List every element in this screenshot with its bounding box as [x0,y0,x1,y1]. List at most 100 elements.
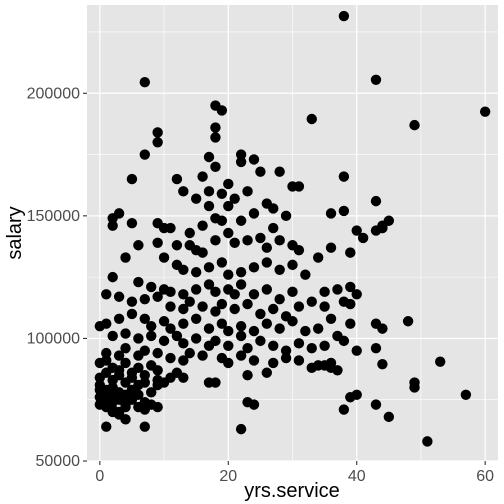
data-point [107,330,118,342]
data-point [255,232,266,244]
x-tick-label: 60 [476,468,494,485]
data-point [248,355,260,366]
data-point [325,242,337,253]
data-point [293,301,305,312]
y-tick-label: 200000 [27,85,80,102]
data-point [351,389,362,401]
data-point [223,227,234,239]
data-point [210,122,221,133]
data-point [402,316,414,327]
data-point [133,389,144,401]
data-point [210,132,221,143]
data-point [113,350,125,361]
data-point [223,340,234,351]
data-point [306,113,317,125]
data-point [306,362,317,374]
data-point [146,320,157,332]
data-point [229,303,240,315]
data-point [152,237,163,249]
data-point [139,345,150,356]
data-point [152,291,163,302]
data-point [325,313,337,325]
data-points [94,10,491,447]
data-point [338,10,350,22]
data-point [178,264,189,275]
data-point [152,127,163,138]
data-point [287,286,298,298]
data-point [216,298,228,310]
data-point [139,313,150,325]
data-point [120,328,131,339]
data-point [235,267,247,278]
x-axis-title: yrs.service [244,480,340,502]
data-point [235,423,247,435]
data-point [223,200,234,212]
data-point [242,186,253,197]
data-point [171,173,183,185]
data-point [190,313,202,325]
data-point [409,119,420,131]
data-point [113,291,125,302]
data-point [332,284,343,295]
data-point [113,394,125,405]
data-point [120,401,131,413]
data-point [210,335,221,347]
data-point [338,171,350,182]
data-point [242,369,253,381]
data-point [235,215,247,226]
data-point [383,411,395,423]
data-point [210,306,221,317]
data-point [190,333,202,344]
data-point [152,379,163,391]
data-point [126,173,138,185]
y-tick-label: 50000 [36,453,81,470]
data-point [126,217,138,229]
data-point [268,303,279,315]
data-point [357,232,369,244]
data-point [370,225,382,236]
data-point [126,296,138,307]
y-axis-title: salary [4,206,26,259]
data-point [139,369,150,381]
data-point [158,252,170,263]
data-point [280,345,292,356]
data-point [178,186,189,197]
data-point [178,289,189,300]
data-point [235,149,247,160]
data-point [203,151,215,163]
data-point [139,77,150,88]
data-point [107,271,118,283]
data-point [178,318,189,329]
data-point [165,352,176,364]
data-point [216,318,228,329]
data-point [261,284,273,295]
data-point [229,237,240,249]
data-point [223,269,234,280]
data-point [197,220,208,231]
data-point [293,355,305,366]
data-point [268,222,279,234]
data-point [287,259,298,271]
x-tick-label: 0 [95,468,104,485]
data-point [94,320,106,332]
data-point [223,325,234,337]
data-point [242,235,253,246]
data-point [319,301,330,312]
data-point [152,347,163,359]
data-point [216,188,228,199]
data-point [223,178,234,190]
data-point [345,247,356,258]
data-point [113,313,125,325]
data-point [248,208,260,219]
data-point [229,289,240,300]
data-point [377,323,388,334]
data-point [165,222,176,234]
data-point [345,298,356,310]
data-point [178,338,189,349]
data-point [139,404,150,415]
data-point [248,262,260,273]
data-point [274,293,285,305]
data-point [216,257,228,268]
data-point [165,372,176,383]
data-point [120,343,131,354]
